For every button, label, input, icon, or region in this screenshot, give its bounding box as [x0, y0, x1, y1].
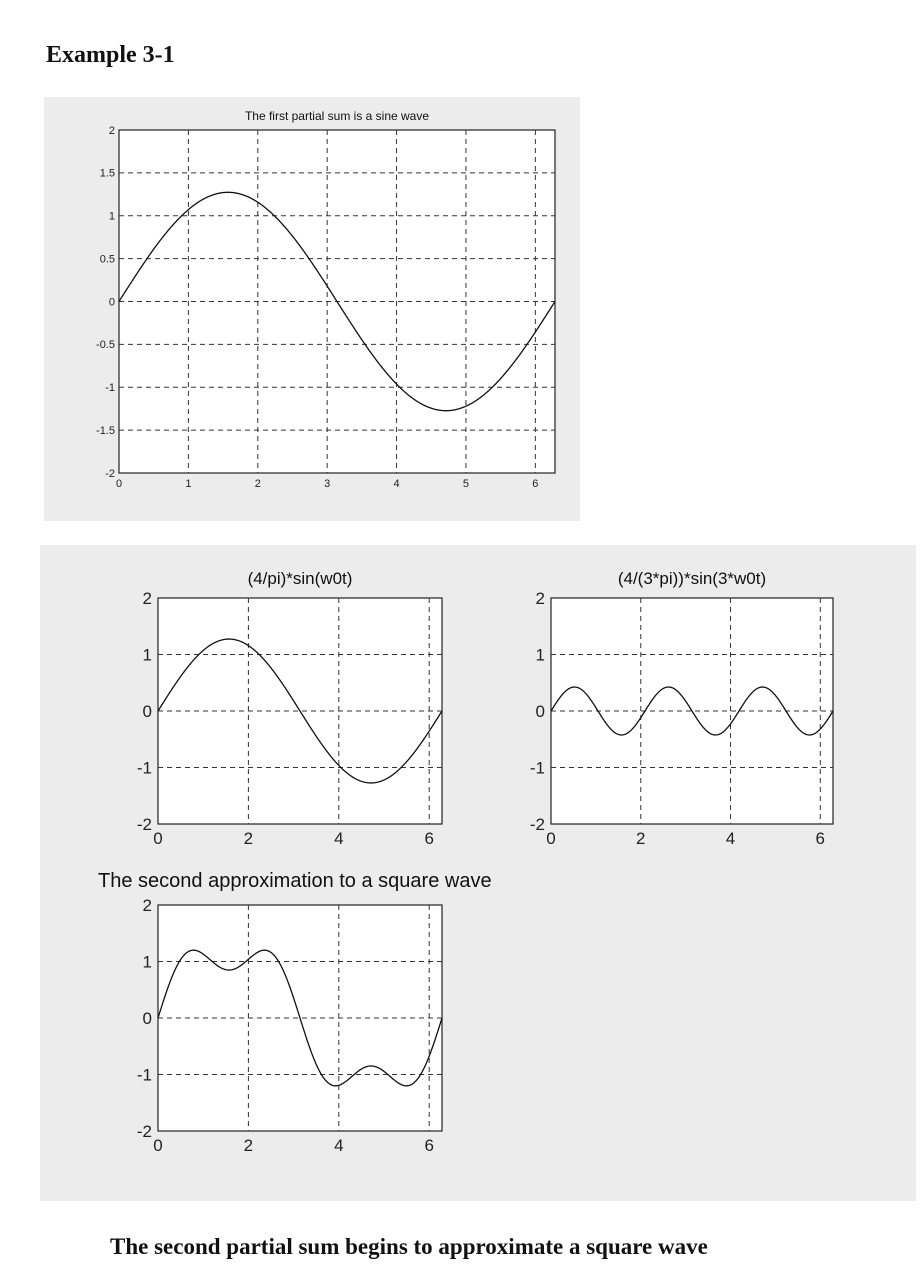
y-tick-label: -1	[137, 1065, 152, 1084]
y-tick-label: 1.5	[100, 168, 115, 180]
series-line	[550, 686, 834, 736]
x-tick-label: 2	[244, 829, 253, 848]
page-heading: Example 3-1	[46, 42, 175, 68]
y-tick-label: 2	[536, 589, 545, 608]
y-tick-label: 1	[143, 952, 152, 971]
y-tick-label: -2	[137, 815, 152, 834]
x-tick-label: 2	[255, 478, 261, 490]
x-tick-label: 0	[546, 829, 555, 848]
x-tick-label: 4	[394, 478, 400, 490]
y-tick-label: 1	[143, 645, 152, 664]
x-tick-label: 6	[424, 1136, 433, 1155]
chart-title: (4/pi)*sin(w0t)	[248, 569, 353, 588]
y-tick-label: -2	[530, 815, 545, 834]
x-tick-label: 6	[816, 829, 825, 848]
x-tick-label: 6	[424, 829, 433, 848]
y-tick-label: 1	[109, 211, 115, 223]
y-tick-label: -1	[137, 758, 152, 777]
x-tick-label: 4	[334, 829, 343, 848]
y-tick-label: 1	[536, 645, 545, 664]
page-footer-caption: The second partial sum begins to approxi…	[110, 1234, 708, 1259]
y-tick-label: 0	[143, 1009, 152, 1028]
x-tick-label: 2	[244, 1136, 253, 1155]
x-tick-label: 3	[324, 478, 330, 490]
y-tick-label: 0	[536, 702, 545, 721]
y-tick-label: -2	[137, 1122, 152, 1141]
x-tick-label: 4	[726, 829, 735, 848]
x-tick-label: 1	[185, 478, 191, 490]
y-tick-label: 2	[109, 125, 115, 137]
x-tick-label: 6	[532, 478, 538, 490]
y-tick-label: 0	[143, 702, 152, 721]
second-approximation-title: The second approximation to a square wav…	[98, 870, 492, 892]
series-line	[157, 949, 443, 1087]
x-tick-label: 4	[334, 1136, 343, 1155]
y-tick-label: -0.5	[96, 339, 115, 351]
y-tick-label: 2	[143, 589, 152, 608]
series-line	[157, 638, 443, 784]
y-tick-label: -1	[530, 758, 545, 777]
chart-title: (4/(3*pi))*sin(3*w0t)	[618, 569, 766, 588]
x-tick-label: 5	[463, 478, 469, 490]
y-tick-label: -2	[105, 468, 115, 480]
x-tick-label: 0	[116, 478, 122, 490]
y-tick-label: -1.5	[96, 425, 115, 437]
x-tick-label: 0	[153, 829, 162, 848]
y-tick-label: -1	[105, 382, 115, 394]
x-tick-label: 0	[153, 1136, 162, 1155]
x-tick-label: 2	[636, 829, 645, 848]
series-line	[118, 191, 556, 412]
chart-title: The first partial sum is a sine wave	[245, 109, 429, 123]
y-tick-label: 0	[109, 296, 115, 308]
y-tick-label: 0.5	[100, 253, 115, 265]
y-tick-label: 2	[143, 896, 152, 915]
